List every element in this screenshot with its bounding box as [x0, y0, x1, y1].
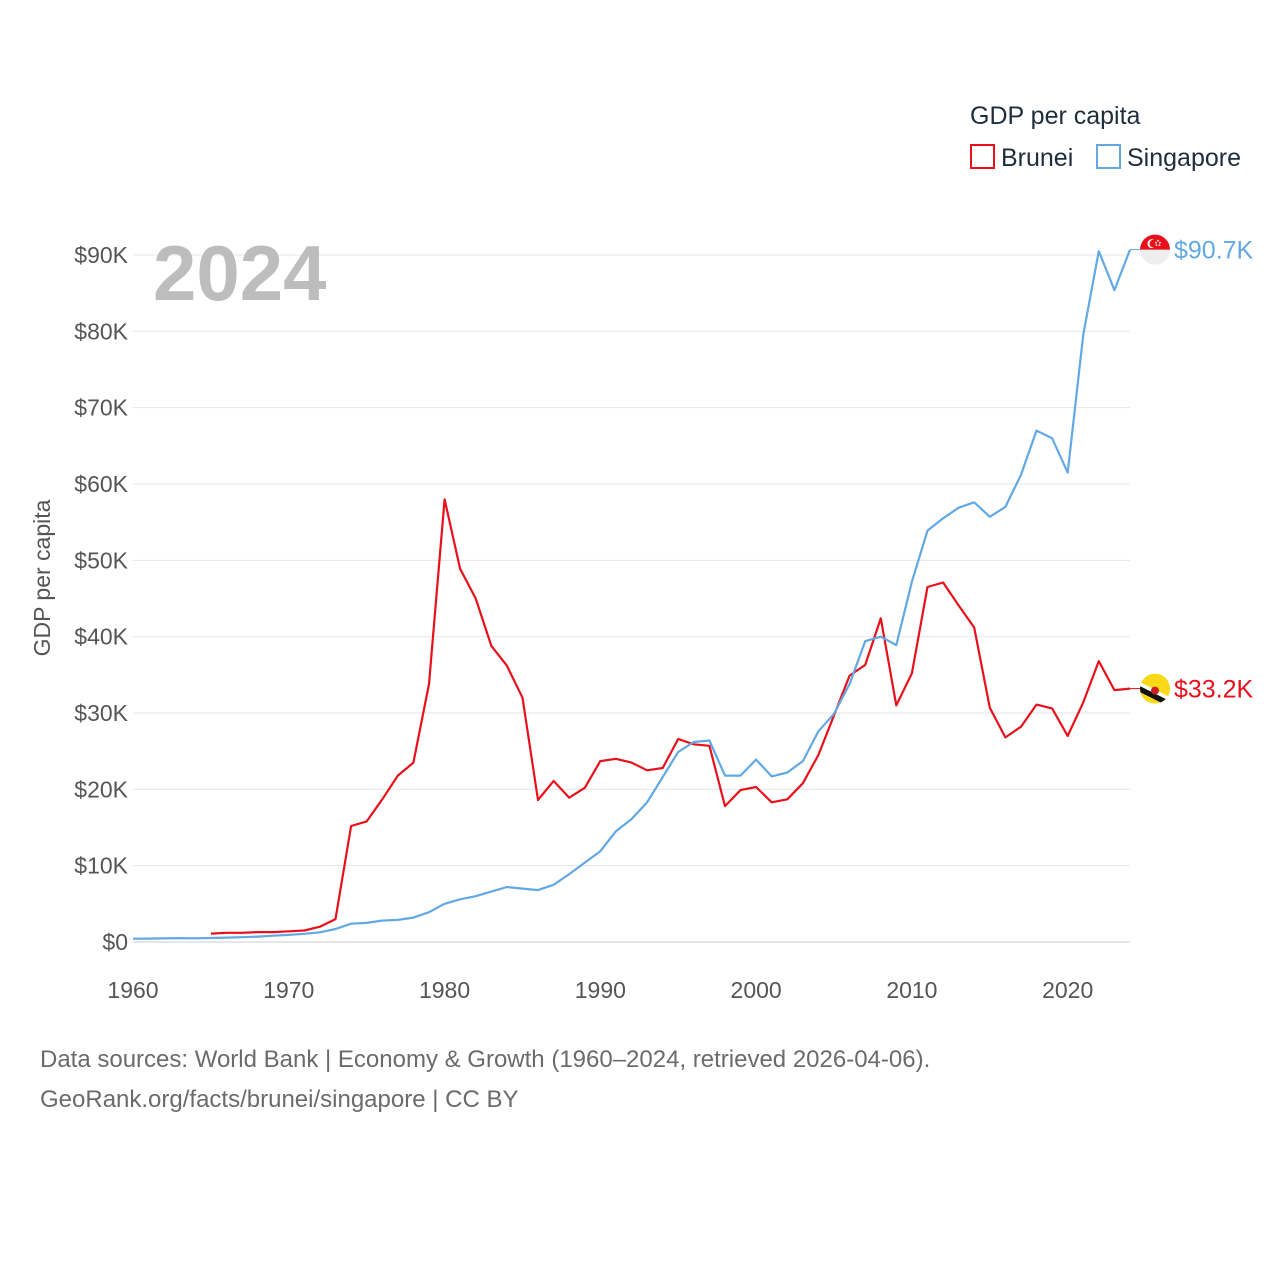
legend-item-brunei[interactable]: Brunei [970, 144, 1073, 172]
x-tick-label: 2010 [886, 977, 937, 1003]
y-tick-label: $20K [74, 776, 128, 802]
grid-lines [133, 254, 1130, 867]
x-tick-label: 2000 [731, 977, 782, 1003]
legend: GDP per capita Brunei Singapore [970, 102, 1241, 172]
legend-title: GDP per capita [970, 102, 1141, 130]
x-tick-label: 1970 [263, 977, 314, 1003]
x-axis-ticks: 1960 1970 1980 1990 2000 2010 2020 [107, 977, 1093, 1003]
x-tick-label: 2020 [1042, 977, 1093, 1003]
y-tick-label: $40K [74, 624, 128, 650]
y-tick-label: $70K [74, 395, 128, 421]
y-tick-label: $0 [102, 929, 128, 955]
x-tick-label: 1980 [419, 977, 470, 1003]
y-tick-label: $60K [74, 471, 128, 497]
y-tick-label: $10K [74, 853, 128, 879]
source-note: Data sources: World Bank | Economy & Gro… [40, 1040, 930, 1120]
x-tick-label: 1990 [575, 977, 626, 1003]
y-axis-label: GDP per capita [29, 499, 55, 656]
brunei-end-label: $33.2K [1174, 676, 1254, 704]
legend-swatch-singapore [1096, 144, 1121, 169]
y-tick-label: $50K [74, 547, 128, 573]
y-tick-label: $90K [74, 242, 128, 268]
y-tick-label: $80K [74, 318, 128, 344]
legend-label-brunei: Brunei [1001, 144, 1073, 172]
year-label: 2024 [153, 229, 327, 317]
singapore-end-label: $90.7K [1174, 237, 1254, 265]
source-line-1: Data sources: World Bank | Economy & Gro… [40, 1046, 931, 1073]
series-lines [132, 249, 1132, 940]
gdp-line-chart: $0 $10K $20K $30K $40K $50K $60K $70K $80K $90K 1… [29, 102, 1254, 1003]
series-line-singapore [132, 249, 1132, 940]
brunei-flag-icon [1140, 673, 1170, 704]
legend-swatch-brunei [970, 144, 995, 169]
x-tick-label: 1960 [107, 977, 158, 1003]
series-line-brunei [210, 498, 1131, 935]
singapore-flag-icon [1140, 234, 1170, 265]
legend-label-singapore: Singapore [1127, 144, 1241, 172]
y-tick-label: $30K [74, 700, 128, 726]
y-axis-ticks: $0 $10K $20K $30K $40K $50K $60K $70K $80K $90K [74, 242, 128, 955]
source-link[interactable]: GeoRank.org/facts/brunei/singapore | CC … [40, 1086, 519, 1113]
legend-item-singapore[interactable]: Singapore [1096, 144, 1241, 172]
